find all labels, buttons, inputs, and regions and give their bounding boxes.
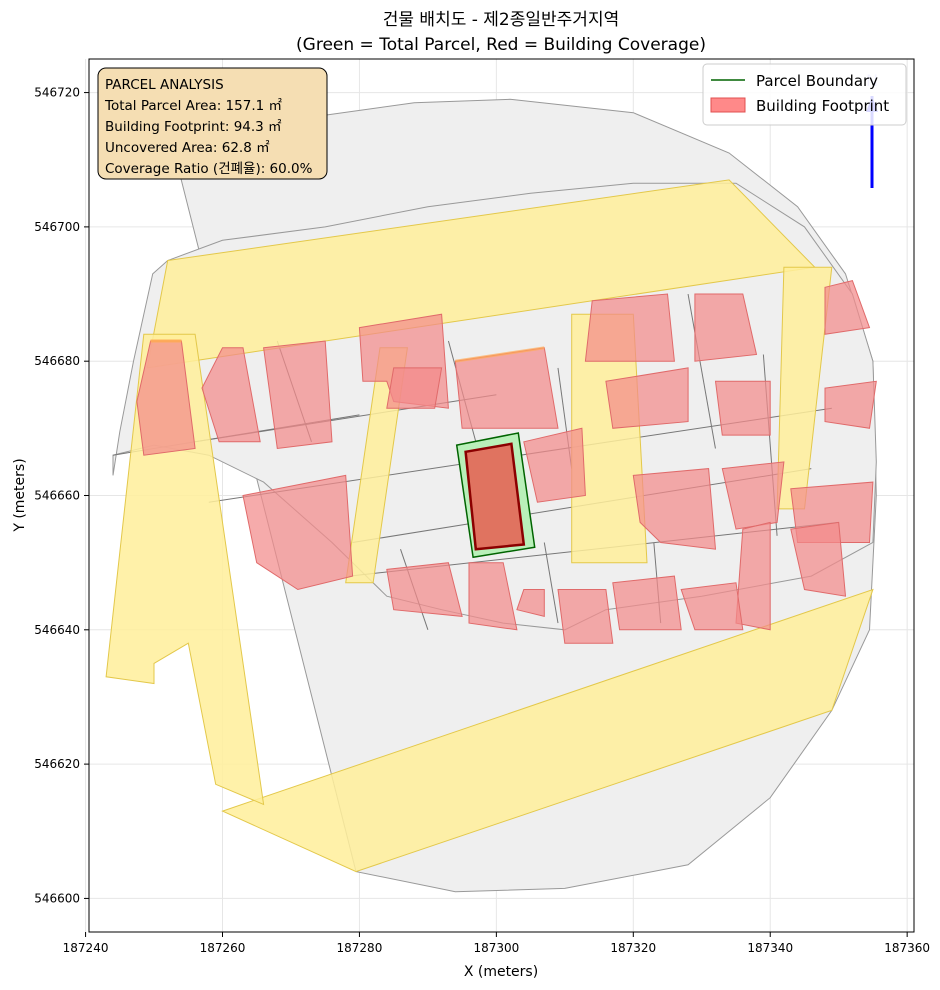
legend-building-swatch — [710, 97, 746, 113]
building-footprint — [584, 293, 675, 362]
building-footprint — [263, 340, 333, 450]
building-footprint — [386, 367, 443, 409]
building-footprint — [516, 589, 545, 618]
legend-frame — [702, 63, 907, 126]
x-axis-label: X (meters) — [464, 964, 538, 980]
x-tick-label: 187240 — [63, 941, 109, 955]
map-area — [105, 98, 877, 893]
building-footprint — [824, 380, 877, 429]
x-tick-label: 187360 — [884, 941, 930, 955]
y-tick-label: 546620 — [34, 757, 80, 771]
building-footprint — [612, 575, 682, 631]
y-tick-label: 546640 — [34, 623, 80, 637]
y-tick-label: 546720 — [34, 86, 80, 100]
y-axis-label: Y (meters) — [12, 458, 28, 532]
y-tick-label: 546680 — [34, 354, 80, 368]
building-footprint — [714, 380, 771, 436]
building-footprint — [242, 474, 354, 591]
x-tick-label: 187340 — [747, 941, 793, 955]
legend-parcel-label: Parcel Boundary — [756, 72, 878, 90]
building-footprint — [386, 562, 463, 617]
info-line-heading: PARCEL ANALYSIS — [105, 77, 224, 93]
legend: Parcel Boundary Building Footprint — [702, 63, 907, 126]
building-footprint — [468, 562, 518, 631]
building-footprint — [680, 582, 744, 631]
chart-title: 건물 배치도 - 제2종일반주거지역 — [383, 10, 619, 30]
info-line-coverage-ratio: Coverage Ratio (건폐율): 60.0% — [105, 161, 313, 177]
y-tick-label: 546700 — [34, 220, 80, 234]
building-footprint — [201, 347, 261, 443]
building-footprint — [790, 521, 847, 597]
building-footprint — [694, 293, 758, 362]
x-tick-label: 187300 — [473, 941, 519, 955]
building-footprint — [605, 367, 689, 429]
parcel-analysis-box: PARCEL ANALYSIS Total Parcel Area: 157.1… — [97, 67, 328, 180]
building-footprint — [557, 589, 614, 644]
info-line-uncovered: Uncovered Area: 62.8 ㎡ — [105, 140, 270, 156]
y-tick-label: 546600 — [34, 891, 80, 905]
legend-building-label: Building Footprint — [756, 97, 889, 115]
info-line-footprint: Building Footprint: 94.3 ㎡ — [105, 119, 282, 135]
chart-subtitle: (Green = Total Parcel, Red = Building Co… — [296, 35, 706, 55]
axis-ticks: 187240 187260 187280 187300 187320 187340 1873… — [34, 86, 930, 955]
building-edge-highlight — [455, 346, 545, 363]
y-tick-label: 546660 — [34, 489, 80, 503]
lot-line — [687, 293, 716, 449]
building-footprint — [735, 521, 771, 631]
info-line-total-area: Total Parcel Area: 157.1 ㎡ — [104, 98, 282, 114]
x-tick-label: 187260 — [200, 941, 246, 955]
x-tick-label: 187280 — [337, 941, 383, 955]
info-box-background — [97, 67, 328, 180]
target-building-footprint — [464, 442, 526, 551]
building-footprint — [632, 468, 717, 550]
building-footprint — [721, 461, 785, 530]
lot-line — [543, 542, 559, 624]
building-footprint — [824, 280, 871, 335]
x-tick-label: 187320 — [610, 941, 656, 955]
building-footprint — [523, 427, 586, 503]
road — [221, 588, 874, 873]
